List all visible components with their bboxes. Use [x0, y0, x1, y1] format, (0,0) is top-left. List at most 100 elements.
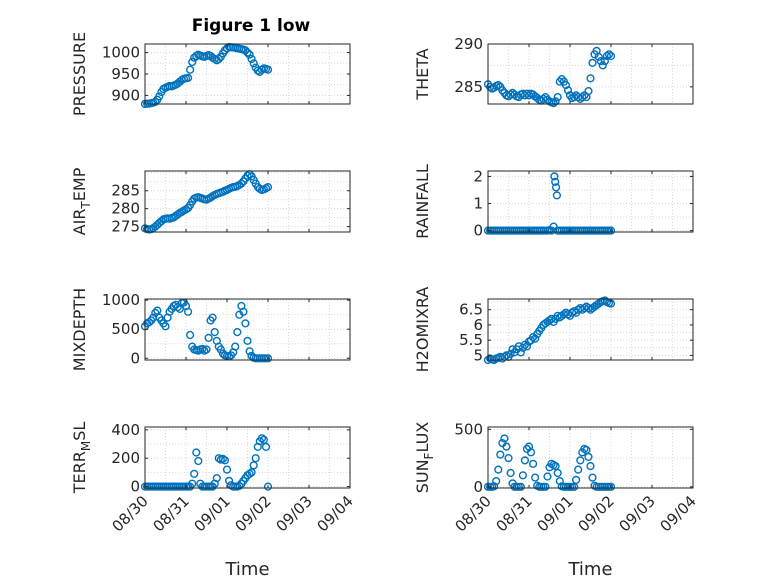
data-point: [241, 46, 250, 55]
data-point: [247, 468, 256, 477]
y-axis-label: THETA: [413, 48, 432, 100]
data-point: [161, 322, 170, 331]
data-point: [571, 475, 581, 485]
data-point: [518, 471, 528, 480]
data-point: [249, 59, 258, 68]
data-point: [173, 210, 182, 219]
data-point: [243, 336, 252, 345]
data-point: [588, 473, 597, 482]
axes-box: [487, 298, 694, 361]
data-point: [263, 482, 273, 491]
data-point: [516, 348, 525, 357]
y-tick-label: 280: [111, 200, 140, 218]
y-axis-label-subscript: T: [79, 201, 93, 210]
y-axis-label-subscript: F: [422, 452, 436, 459]
y-tick-label: 0: [130, 349, 140, 367]
data-point: [184, 307, 193, 316]
data-point: [578, 92, 587, 102]
axes-box: [144, 426, 351, 489]
data-point: [551, 183, 561, 192]
data-point: [155, 92, 164, 101]
data-point: [249, 461, 258, 470]
data-point: [502, 351, 511, 360]
data-point: [506, 349, 515, 359]
data-point: [543, 472, 552, 481]
y-tick-label: 200: [111, 449, 140, 467]
data-point: [600, 296, 610, 305]
y-tick-label: 6: [473, 316, 483, 334]
data-point: [237, 179, 246, 188]
data-point: [251, 454, 260, 463]
data-point: [243, 48, 252, 57]
y-axis-label-tail: LUX: [413, 422, 432, 453]
data-point: [563, 86, 573, 95]
data-point: [194, 456, 203, 466]
y-tick-label: 500: [454, 420, 483, 438]
subplot-5: 0 500 1000 MIXDEPTH: [70, 288, 351, 371]
data-point: [188, 57, 197, 67]
data-point: [245, 50, 254, 59]
data-point: [594, 299, 603, 308]
axes-box: [487, 170, 694, 233]
y-tick-label: 950: [111, 65, 140, 83]
y-axis-label-base: SUN: [413, 459, 432, 493]
data-point: [186, 65, 195, 74]
y-tick-label: 2: [473, 167, 483, 185]
data-point: [186, 330, 195, 340]
data-point: [247, 54, 256, 64]
data-point: [145, 318, 154, 327]
data-point: [231, 342, 240, 351]
y-tick-label: 1000: [102, 291, 140, 309]
data-point: [549, 98, 558, 108]
data-point: [214, 54, 223, 64]
y-axis-label: PRESSURE: [70, 32, 89, 116]
data-point: [530, 334, 540, 343]
data-point: [233, 328, 242, 337]
axes-box: [144, 170, 351, 233]
data-point: [257, 434, 267, 443]
data-point: [600, 56, 610, 66]
data-point: [586, 74, 595, 83]
y-axis-label: RAINFALL: [413, 164, 432, 239]
data-point: [151, 97, 160, 107]
y-tick-label: 500: [111, 320, 140, 338]
data-point: [594, 52, 603, 62]
y-tick-label: 6.5: [459, 301, 483, 319]
data-point: [526, 448, 536, 457]
data-point: [225, 476, 234, 486]
data-point: [596, 56, 605, 66]
data-point: [492, 477, 501, 486]
axes-box: [487, 43, 694, 105]
data-point: [551, 177, 560, 186]
data-point: [210, 328, 219, 337]
data-point: [555, 477, 564, 486]
y-tick-label: 900: [111, 86, 140, 104]
y-axis-label-tail: EMP: [70, 167, 89, 201]
data-point: [222, 465, 232, 474]
subplot-2: 285 290 THETA: [413, 35, 694, 108]
data-point: [530, 473, 540, 482]
data-point: [553, 468, 562, 478]
y-tick-label: 290: [454, 35, 483, 53]
axes-box: [487, 426, 694, 489]
y-tick-label: 400: [111, 421, 140, 439]
data-point: [241, 319, 250, 328]
data-point: [212, 474, 221, 483]
data-point: [245, 347, 254, 356]
data-point: [541, 482, 550, 491]
data-point: [259, 435, 269, 444]
x-axis-label: Time: [224, 559, 269, 580]
data-point: [580, 91, 589, 100]
data-point: [494, 80, 503, 90]
subplot-1: 900 950 1000 PRESSURE: [70, 32, 351, 116]
data-point: [604, 50, 614, 59]
y-axis-label-base: AIR: [70, 209, 89, 236]
data-point: [202, 345, 211, 354]
data-point: [598, 61, 607, 70]
data-point: [235, 481, 244, 491]
y-axis-label-tail: SL: [70, 422, 89, 441]
y-tick-label: 1000: [102, 44, 140, 62]
data-point: [243, 171, 252, 180]
